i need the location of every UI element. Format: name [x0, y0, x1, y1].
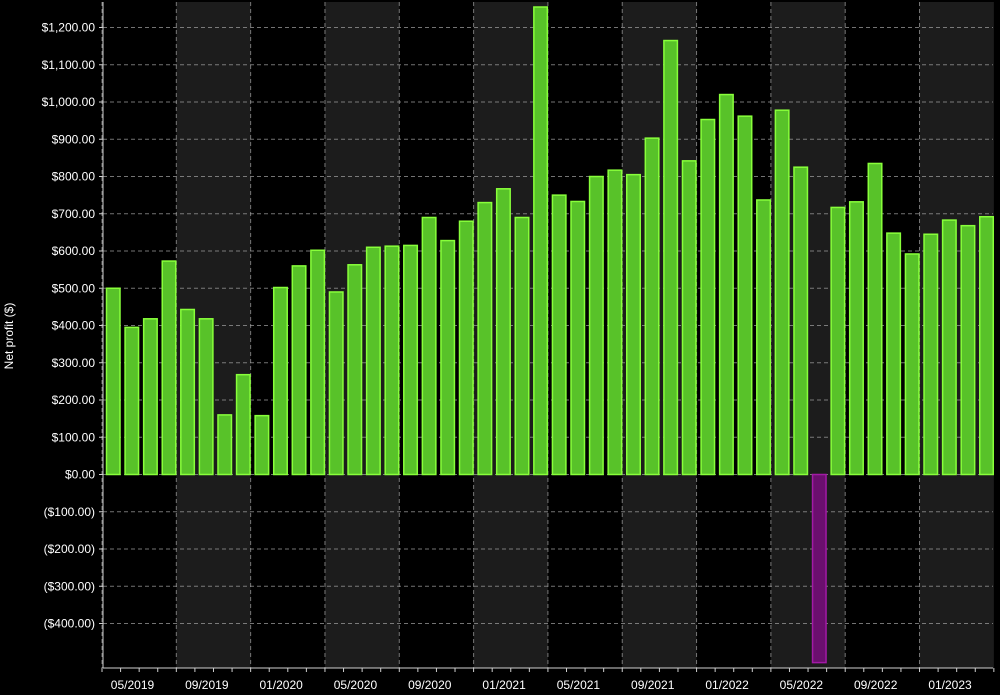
bar-05-2022	[774, 109, 790, 476]
bar-11-2019	[217, 414, 233, 476]
bar-05-2019	[105, 287, 121, 476]
bar-01-2021	[477, 201, 493, 476]
bar-07-2020	[365, 246, 381, 476]
y-tick-label: $600.00	[52, 244, 96, 258]
y-tick-label: $700.00	[52, 207, 96, 221]
y-tick-label: $900.00	[52, 132, 96, 146]
y-tick-label: ($200.00)	[44, 542, 95, 556]
bar-07-2019	[142, 318, 158, 476]
y-tick-labels: $1,200.00 $1,100.00 $1,000.00 $900.00 $800.0…	[42, 21, 96, 631]
bar-06-2019	[124, 326, 140, 476]
x-tick-label: 01/2020	[259, 678, 303, 692]
bar-03-2023	[960, 224, 976, 476]
bar-04-2023	[979, 215, 995, 476]
y-tick-label: $0.00	[65, 468, 95, 482]
y-tick-label: $200.00	[52, 393, 96, 407]
bar-08-2021	[607, 169, 623, 476]
bar-02-2022	[718, 93, 734, 476]
x-tick-label: 05/2020	[334, 678, 378, 692]
bar-12-2022	[904, 253, 920, 476]
x-tick-label: 01/2023	[928, 678, 972, 692]
bar-10-2021	[644, 137, 660, 476]
bar-02-2021	[495, 188, 511, 476]
bar-08-2022	[830, 206, 846, 476]
y-tick-label: ($300.00)	[44, 579, 95, 593]
bar-03-2020	[291, 265, 307, 476]
bar-11-2021	[663, 39, 679, 476]
x-tick-label: 09/2019	[185, 678, 229, 692]
y-axis-title: Net profit ($)	[2, 303, 16, 370]
y-tick-label: $500.00	[52, 281, 96, 295]
bar-08-2019	[161, 260, 177, 476]
y-tick-label: ($100.00)	[44, 505, 95, 519]
bar-05-2020	[328, 291, 344, 476]
x-tick-label: 01/2022	[705, 678, 749, 692]
bar-07-2022	[811, 473, 827, 664]
y-tick-label: $1,200.00	[42, 21, 96, 35]
x-tick-label: 01/2021	[482, 678, 526, 692]
bar-11-2022	[886, 232, 902, 476]
bar-06-2021	[570, 200, 586, 476]
x-tick-label: 05/2019	[111, 678, 155, 692]
x-tick-label: 05/2022	[780, 678, 824, 692]
bar-series	[105, 6, 995, 664]
y-tick-label: $1,000.00	[42, 95, 96, 109]
bar-11-2020	[440, 239, 456, 476]
bar-01-2020	[254, 414, 270, 476]
bar-06-2022	[793, 166, 809, 476]
y-tick-label: ($400.00)	[44, 617, 95, 631]
bar-04-2021	[533, 6, 549, 476]
bar-12-2019	[235, 373, 251, 476]
bar-09-2019	[180, 308, 196, 476]
bar-03-2021	[514, 216, 530, 476]
bar-04-2022	[756, 199, 772, 476]
bar-12-2021	[681, 160, 697, 476]
bar-07-2021	[588, 175, 604, 476]
y-tick-label: $1,100.00	[42, 58, 96, 72]
x-tick-label: 09/2020	[408, 678, 452, 692]
x-tick-label: 05/2021	[557, 678, 601, 692]
y-tick-label: $400.00	[52, 319, 96, 333]
y-tick-label: $300.00	[52, 356, 96, 370]
bar-09-2020	[403, 244, 419, 476]
bar-01-2022	[700, 118, 716, 476]
bar-10-2019	[198, 318, 214, 476]
x-tick-label: 09/2022	[854, 678, 898, 692]
bar-04-2020	[310, 249, 326, 476]
bar-09-2021	[625, 173, 641, 476]
x-tick-labels: 05/2019 09/2019 01/2020 05/2020 09/2020 01/20…	[111, 678, 972, 692]
axes	[99, 2, 995, 672]
bar-12-2020	[458, 220, 474, 476]
bar-09-2022	[848, 201, 864, 476]
bar-10-2020	[421, 216, 437, 476]
bar-08-2020	[384, 245, 400, 476]
x-tick-label: 09/2021	[631, 678, 675, 692]
bar-03-2022	[737, 115, 753, 476]
bar-06-2020	[347, 264, 363, 476]
bar-02-2023	[941, 219, 957, 476]
y-tick-label: $100.00	[52, 430, 96, 444]
bar-02-2020	[272, 286, 288, 476]
y-tick-label: $800.00	[52, 170, 96, 184]
bar-10-2022	[867, 162, 883, 476]
bar-01-2023	[923, 233, 939, 476]
bar-05-2021	[551, 194, 567, 476]
